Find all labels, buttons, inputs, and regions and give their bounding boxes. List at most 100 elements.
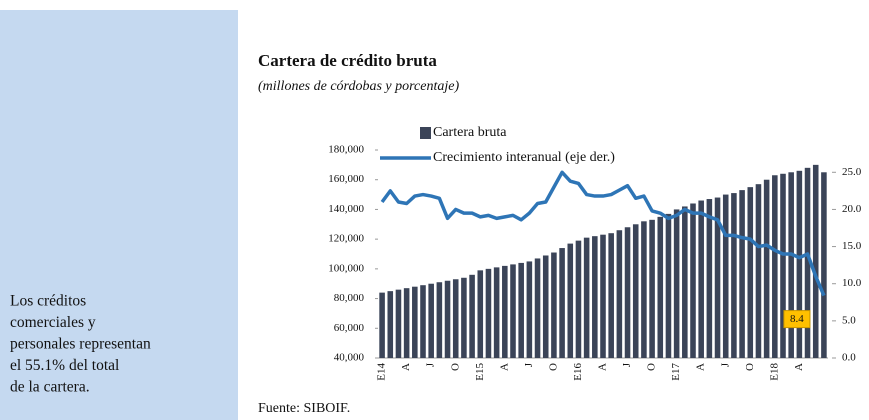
bar [436, 282, 443, 358]
x-tick-label: A [695, 363, 707, 371]
y2-tick-label: 10.0 [842, 277, 862, 289]
line [380, 170, 826, 297]
source: Fuente: SIBOIF. [258, 401, 350, 416]
bar [575, 240, 582, 358]
bar [567, 243, 574, 358]
bar [788, 172, 794, 358]
bar [804, 167, 811, 358]
bar [395, 289, 402, 358]
bar [747, 187, 754, 358]
bar [428, 283, 434, 358]
sidebar-line: personales representan [10, 336, 151, 353]
bar [796, 170, 803, 358]
bar [690, 203, 696, 358]
bar [649, 219, 655, 358]
sidebar-text: Los créditos comerciales y personales repr… [10, 293, 151, 396]
y2-tick-label: 5.0 [842, 314, 856, 326]
bar [657, 216, 664, 358]
bar [452, 279, 459, 358]
bar [821, 172, 827, 358]
sidebar-line: el 55.1% del total [10, 357, 119, 374]
sidebar-line: de la cartera. [10, 379, 90, 396]
x-tick-label: A [400, 363, 412, 371]
bar [387, 291, 394, 358]
x-tick-label: J [425, 362, 437, 367]
legend-label: Cartera bruta [433, 125, 507, 140]
y2-tick-label: 25.0 [842, 166, 862, 178]
x-tick-label: E17 [670, 363, 682, 381]
x-tick-label: O [449, 363, 461, 371]
bar [731, 193, 737, 358]
bar [632, 224, 639, 358]
sidebar-line: comerciales y [10, 314, 96, 331]
y-tick-label: 40,000 [334, 352, 365, 364]
y-tick-label: 180,000 [328, 144, 364, 156]
legend-swatch [420, 127, 431, 139]
bar [812, 164, 819, 358]
value-label: 8.4 [790, 313, 804, 325]
bar [379, 292, 385, 358]
x-tick-label: A [597, 363, 609, 371]
x-tick-label: E16 [572, 363, 584, 381]
bar [403, 288, 410, 358]
x-tick-label: E18 [768, 363, 780, 381]
bar [477, 270, 484, 358]
sidebar [0, 10, 238, 420]
bar [600, 234, 606, 358]
y2-tick-label: 15.0 [842, 240, 862, 252]
chart-subtitle: (millones de córdobas y porcentaje) [258, 79, 459, 94]
bar [461, 277, 467, 358]
bar [755, 184, 762, 358]
bar [722, 194, 729, 358]
bar [502, 265, 508, 358]
bar [763, 179, 770, 358]
bar [673, 209, 680, 358]
bar [551, 252, 557, 358]
bar [493, 267, 500, 358]
chart-title: Cartera de crédito bruta [258, 51, 437, 70]
y2-tick-label: 0.0 [842, 352, 856, 364]
x-tick-label: J [719, 362, 731, 367]
bar [412, 286, 418, 358]
bar [624, 227, 631, 358]
bar [592, 236, 598, 358]
x-tick-label: A [793, 363, 805, 371]
x-tick-label: A [498, 363, 510, 371]
y-tick-label: 60,000 [334, 322, 365, 334]
y-tick-label: 140,000 [328, 203, 364, 215]
y-tick-label: 160,000 [328, 173, 364, 185]
x-tick-label: O [547, 363, 559, 371]
bar [780, 173, 786, 358]
value-label-box [783, 310, 811, 329]
bar [698, 200, 704, 358]
bar [665, 213, 672, 358]
bar [641, 221, 647, 358]
bar [706, 199, 713, 358]
y-tick-label: 80,000 [334, 292, 365, 304]
bar [714, 197, 721, 358]
bar [682, 206, 688, 358]
bar [739, 190, 745, 358]
y-tick-label: 120,000 [328, 233, 364, 245]
bar [559, 248, 565, 358]
x-tick-label: E14 [376, 363, 388, 381]
x-tick-label: E15 [474, 363, 486, 381]
bar [534, 258, 541, 358]
x-tick-label: J [523, 362, 535, 367]
bar [608, 233, 614, 358]
bar [420, 285, 426, 358]
bar [772, 175, 778, 358]
bar [444, 280, 451, 358]
y-tick-label: 100,000 [328, 262, 364, 274]
legend-label: Crecimiento interanual (eje der.) [433, 150, 615, 165]
x-tick-label: O [744, 363, 756, 371]
bar [583, 237, 590, 358]
bar [510, 264, 516, 358]
bar [542, 255, 549, 358]
bar [485, 268, 492, 358]
x-tick-label: O [646, 363, 658, 371]
x-tick-label: J [621, 362, 633, 367]
sidebar-line: Los créditos [10, 293, 86, 310]
